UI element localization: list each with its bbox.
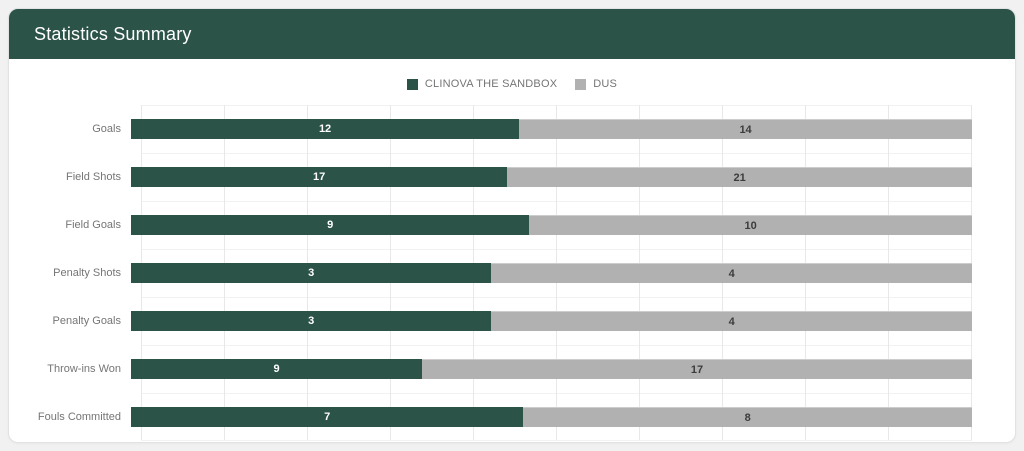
bar-segment-dus: 4 (491, 263, 972, 283)
bar-segment-clinova: 3 (131, 263, 492, 283)
bar-segment-dus: 8 (523, 407, 972, 427)
bar-segment-clinova: 17 (131, 167, 508, 187)
bar-segment-dus: 14 (519, 119, 972, 139)
bar-segment-dus: 10 (529, 215, 972, 235)
category-label: Penalty Shots (53, 267, 121, 279)
category-label: Field Goals (65, 219, 121, 231)
legend-label-clinova: CLINOVA THE SANDBOX (424, 78, 558, 90)
stacked-bar: 9 10 (131, 215, 972, 235)
page-title: Statistics Summary (34, 23, 192, 44)
category-label: Penalty Goals (52, 315, 121, 327)
chart-legend: CLINOVA THE SANDBOX DUS (9, 74, 1015, 94)
legend-item-clinova[interactable]: CLINOVA THE SANDBOX (406, 78, 558, 90)
bar-segment-clinova: 9 (131, 359, 423, 379)
bar-segment-clinova: 9 (131, 215, 530, 235)
chart-row: Penalty Goals 3 4 (9, 297, 1015, 345)
legend-swatch-dus (575, 78, 587, 90)
bar-segment-clinova: 12 (131, 119, 520, 139)
legend-item-dus[interactable]: DUS (575, 78, 617, 90)
legend-label-dus: DUS (593, 78, 618, 90)
plot-rows: Goals 12 14 Field Shots 17 21 Field Goals 9 10 Pe… (9, 105, 1015, 441)
chart-plot-area: Goals 12 14 Field Shots 17 21 Field Goals 9 10 Pe… (9, 105, 1015, 441)
bar-segment-dus: 21 (507, 167, 972, 187)
stacked-bar: 12 14 (131, 119, 972, 139)
stacked-bar: 9 17 (131, 359, 972, 379)
chart-row: Goals 12 14 (9, 105, 1015, 153)
bar-segment-dus: 17 (422, 359, 972, 379)
chart-row: Field Goals 9 10 (9, 201, 1015, 249)
chart-row: Throw-ins Won 9 17 (9, 345, 1015, 393)
bar-segment-clinova: 7 (131, 407, 524, 427)
chart-row: Fouls Committed 7 8 (9, 393, 1015, 441)
category-label: Fouls Committed (37, 411, 121, 423)
chart-row: Penalty Shots 3 4 (9, 249, 1015, 297)
bar-segment-dus: 4 (491, 311, 972, 331)
category-label: Field Shots (65, 171, 121, 183)
card-header: Statistics Summary (9, 9, 1015, 59)
chart-row: Field Shots 17 21 (9, 153, 1015, 201)
category-label: Goals (92, 123, 121, 135)
legend-swatch-clinova (406, 78, 418, 90)
bar-segment-clinova: 3 (131, 311, 492, 331)
statistics-summary-card: Statistics Summary CLINOVA THE SANDBOX D… (8, 8, 1016, 443)
stacked-bar: 17 21 (131, 167, 972, 187)
category-label: Throw-ins Won (47, 363, 121, 375)
